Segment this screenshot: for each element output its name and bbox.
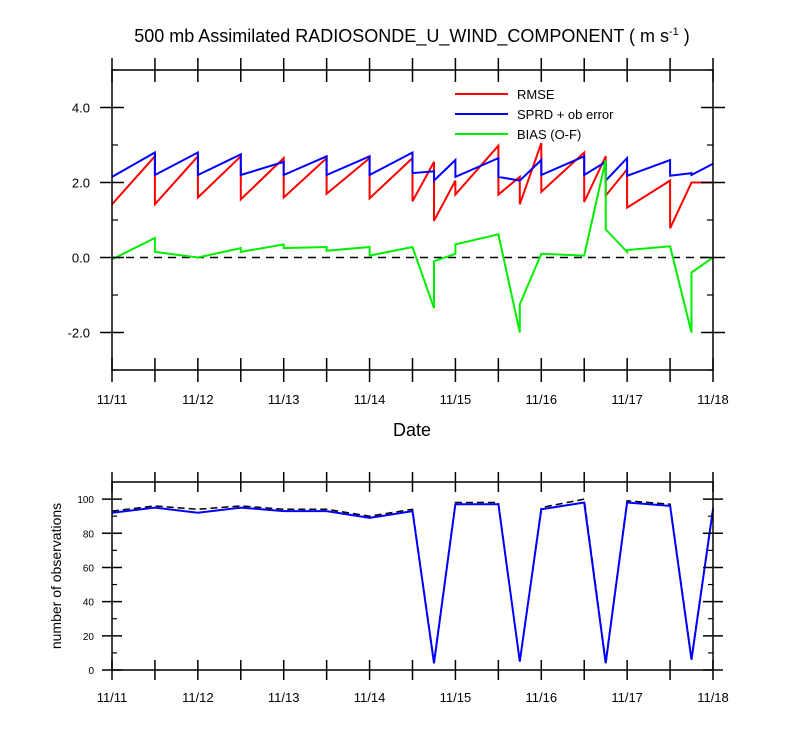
legend: RMSE SPRD + ob error BIAS (O-F) bbox=[455, 87, 614, 142]
y-axis-label-bottom: number of observations bbox=[48, 503, 64, 649]
x-tick-label: 11/13 bbox=[268, 392, 300, 407]
x-tick-label: 11/12 bbox=[182, 392, 214, 407]
x-tick-label: 11/17 bbox=[611, 392, 643, 407]
y-tick-label: 40 bbox=[83, 598, 95, 609]
x-tick-label: 11/13 bbox=[268, 690, 300, 705]
x-tick-label: 11/11 bbox=[97, 392, 128, 407]
y-tick-label: 60 bbox=[83, 563, 95, 574]
bottom-ticks: 11/11 11/12 11/13 11/14 11/15 11/16 11/17 11/18… bbox=[77, 472, 729, 705]
top-plot-frame bbox=[111, 69, 714, 371]
x-tick-label: 11/15 bbox=[440, 690, 472, 705]
y-tick-label: 100 bbox=[77, 495, 94, 506]
series-line-sprd-ob-error bbox=[111, 150, 714, 184]
y-tick-label: 4.0 bbox=[72, 101, 90, 116]
y-tick-label: 0 bbox=[88, 666, 94, 677]
x-axis-label: Date bbox=[393, 420, 431, 440]
top-plot-area bbox=[111, 142, 714, 333]
x-tick-label: 11/12 bbox=[182, 690, 214, 705]
x-tick-label: 11/18 bbox=[697, 690, 729, 705]
chart-title-units-sup: -1 bbox=[669, 26, 679, 38]
x-tick-label: 11/18 bbox=[697, 392, 729, 407]
x-tick-label: 11/14 bbox=[354, 690, 386, 705]
x-tick-label: 11/14 bbox=[354, 392, 386, 407]
y-tick-label: 80 bbox=[83, 529, 95, 540]
x-tick-label: 11/16 bbox=[525, 690, 557, 705]
legend-label-sprd-ob-error: SPRD + ob error bbox=[517, 107, 614, 122]
chart-title: 500 mb Assimilated RADIOSONDE_U_WIND_COM… bbox=[134, 26, 690, 47]
y-tick-label: 20 bbox=[83, 632, 95, 643]
series-line-total-observations bbox=[111, 498, 714, 662]
chart-title-close: ) bbox=[679, 26, 690, 46]
x-tick-label: 11/17 bbox=[611, 690, 643, 705]
y-tick-label: -2.0 bbox=[68, 326, 90, 341]
y-tick-label: 2.0 bbox=[72, 176, 90, 191]
bottom-plot-area bbox=[111, 498, 714, 664]
top-panel: 11/11 11/12 11/13 11/14 11/15 11/16 11/17 11/18… bbox=[68, 58, 729, 407]
y-tick-label: 0.0 bbox=[72, 251, 90, 266]
legend-label-rmse: RMSE bbox=[517, 87, 555, 102]
bottom-panel: 11/11 11/12 11/13 11/14 11/15 11/16 11/17 11/18… bbox=[77, 472, 729, 705]
legend-label-bias-o-f: BIAS (O-F) bbox=[517, 127, 581, 142]
series-line-assimilated-observations bbox=[111, 501, 714, 664]
x-tick-label: 11/15 bbox=[440, 392, 472, 407]
top-ticks: 11/11 11/12 11/13 11/14 11/15 11/16 11/17 11/18… bbox=[68, 58, 729, 407]
series-line-rmse bbox=[111, 142, 713, 229]
chart-title-text: 500 mb Assimilated RADIOSONDE_U_WIND_COM… bbox=[134, 26, 669, 47]
x-tick-label: 11/11 bbox=[97, 690, 128, 705]
series-line-bias-o-f bbox=[111, 159, 714, 333]
x-tick-label: 11/16 bbox=[525, 392, 557, 407]
